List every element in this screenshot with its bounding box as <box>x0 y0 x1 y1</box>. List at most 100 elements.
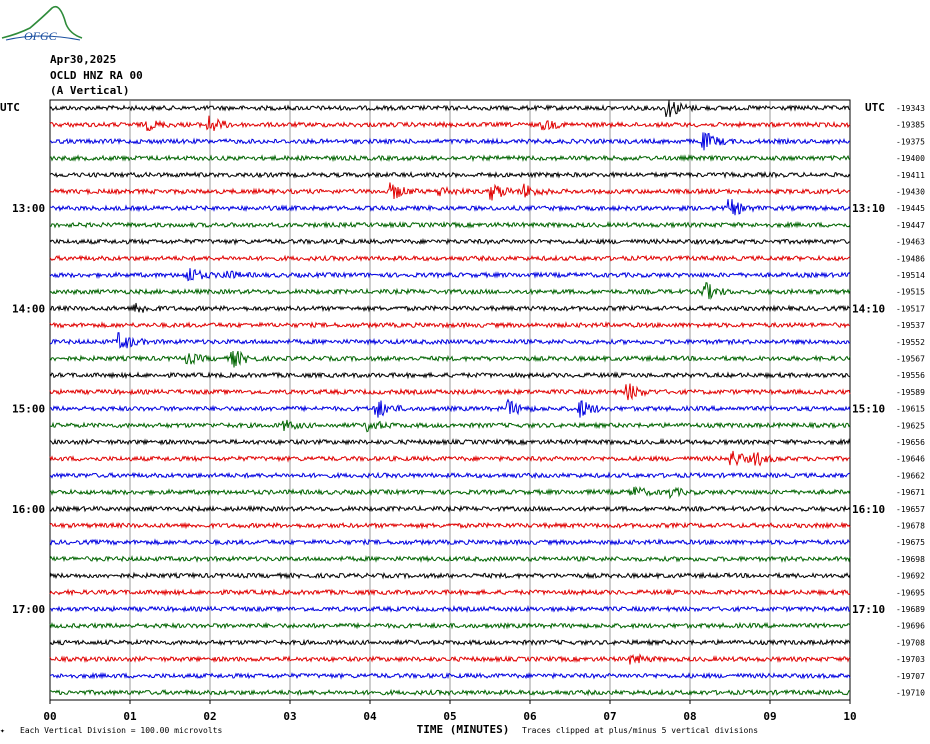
trace-offset-label: -19537 <box>896 321 925 330</box>
trace-row-33 <box>49 653 851 665</box>
trace-offset-label: -19678 <box>896 522 925 531</box>
left-time-label: 15:00 <box>12 403 45 416</box>
trace-row-21 <box>49 450 851 467</box>
trace-offset-label: -19385 <box>896 121 925 130</box>
trace-row-20 <box>49 437 851 446</box>
trace-offset-label: -19675 <box>896 538 925 547</box>
left-time-label: 13:00 <box>12 202 45 215</box>
record-date: Apr30,2025 <box>50 53 117 66</box>
x-tick-label-04: 04 <box>363 710 377 723</box>
trace-row-29 <box>49 588 851 597</box>
trace-offset-label: -19375 <box>896 137 925 146</box>
trace-row-32 <box>49 638 851 647</box>
trace-offset-label: -19703 <box>896 655 925 664</box>
trace-row-30 <box>49 604 851 614</box>
trace-row-13 <box>49 321 851 330</box>
trace-row-4 <box>49 170 851 179</box>
x-tick-label-05: 05 <box>443 710 456 723</box>
trace-row-27 <box>49 554 851 563</box>
trace-row-24 <box>49 504 851 513</box>
x-tick-label-02: 02 <box>203 710 216 723</box>
trace-row-3 <box>50 154 851 163</box>
trace-row-2 <box>49 132 851 151</box>
right-time-label: 15:10 <box>852 403 885 416</box>
trace-row-6 <box>49 199 851 216</box>
x-axis-label: TIME (MINUTES) <box>417 723 510 736</box>
trace-offset-label: -19625 <box>896 421 925 430</box>
trace-offset-label: -19656 <box>896 438 925 447</box>
trace-offset-label: -19696 <box>896 622 925 631</box>
trace-offset-label: -19515 <box>896 288 925 297</box>
left-time-label: 14:00 <box>12 302 45 315</box>
trace-offset-label: -19486 <box>896 254 925 263</box>
x-tick-label-10: 10 <box>843 710 856 723</box>
x-tick-label-09: 09 <box>763 710 776 723</box>
trace-offset-label: -19698 <box>896 555 925 564</box>
logo-text: OFGC <box>24 29 58 43</box>
trace-row-19 <box>49 419 851 433</box>
x-tick-label-03: 03 <box>283 710 296 723</box>
trace-row-5 <box>49 182 851 201</box>
left-time-label: 16:00 <box>12 503 45 516</box>
trace-offset-label: -19710 <box>896 689 925 698</box>
x-tick-label-01: 01 <box>123 710 137 723</box>
trace-offset-label: -19517 <box>896 304 925 313</box>
right-time-label: 13:10 <box>852 202 885 215</box>
trace-row-25 <box>49 521 851 530</box>
trace-offset-label: -19430 <box>896 188 925 197</box>
trace-offset-label: -19657 <box>896 505 925 514</box>
trace-row-11 <box>49 282 851 301</box>
trace-row-8 <box>49 237 851 246</box>
trace-offset-label: -19692 <box>896 572 925 581</box>
station-code: OCLD HNZ RA 00 <box>50 69 143 82</box>
trace-offset-label: -19589 <box>896 388 925 397</box>
trace-row-9 <box>49 254 851 263</box>
trace-offset-label: -19400 <box>896 154 925 163</box>
trace-offset-label: -19567 <box>896 355 925 364</box>
trace-row-12 <box>49 302 851 313</box>
scale-marker-icon: ✦ <box>0 726 5 735</box>
right-time-label: 14:10 <box>852 302 885 315</box>
scale-note: Each Vertical Division = 100.00 microvol… <box>20 726 223 735</box>
trace-offset-label: -19646 <box>896 455 925 464</box>
trace-offset-label: -19707 <box>896 672 925 681</box>
trace-offset-label: -19514 <box>896 271 925 280</box>
trace-offset-label: -19463 <box>896 238 925 247</box>
x-tick-label-06: 06 <box>523 710 537 723</box>
trace-row-0 <box>49 100 851 118</box>
right-axis-title: UTC <box>865 101 885 114</box>
trace-offset-label: -19708 <box>896 638 925 647</box>
trace-offset-label: -19556 <box>896 371 925 380</box>
trace-row-23 <box>49 486 851 500</box>
left-axis-title: UTC <box>0 101 20 114</box>
trace-offset-label: -19671 <box>896 488 925 497</box>
x-tick-label-07: 07 <box>603 710 616 723</box>
trace-row-10 <box>49 268 851 282</box>
trace-offset-label: -19343 <box>896 104 925 113</box>
trace-offset-label: -19689 <box>896 605 925 614</box>
trace-row-18 <box>49 398 851 418</box>
trace-offset-label: -19615 <box>896 405 925 414</box>
x-tick-label-08: 08 <box>683 710 696 723</box>
ofgc-logo: OFGC <box>1 5 83 43</box>
right-time-label: 17:10 <box>852 603 885 616</box>
trace-row-1 <box>49 115 851 132</box>
trace-row-7 <box>49 220 851 229</box>
trace-offset-label: -19662 <box>896 471 925 480</box>
left-time-label: 17:00 <box>12 603 45 616</box>
trace-row-26 <box>49 538 851 547</box>
trace-offset-label: -19695 <box>896 588 925 597</box>
x-tick-label-00: 00 <box>43 710 56 723</box>
trace-offset-label: -19445 <box>896 204 925 213</box>
trace-row-28 <box>49 571 851 580</box>
trace-offset-label: -19447 <box>896 221 925 230</box>
logo-mountain-icon <box>1 5 83 39</box>
trace-row-15 <box>49 350 851 368</box>
trace-row-31 <box>49 621 851 630</box>
trace-offset-label: -19411 <box>896 171 925 180</box>
trace-row-34 <box>49 671 851 680</box>
trace-row-16 <box>49 371 851 380</box>
trace-row-17 <box>49 383 851 401</box>
trace-row-22 <box>49 471 850 480</box>
clip-note: Traces clipped at plus/minus 5 vertical … <box>522 726 759 735</box>
